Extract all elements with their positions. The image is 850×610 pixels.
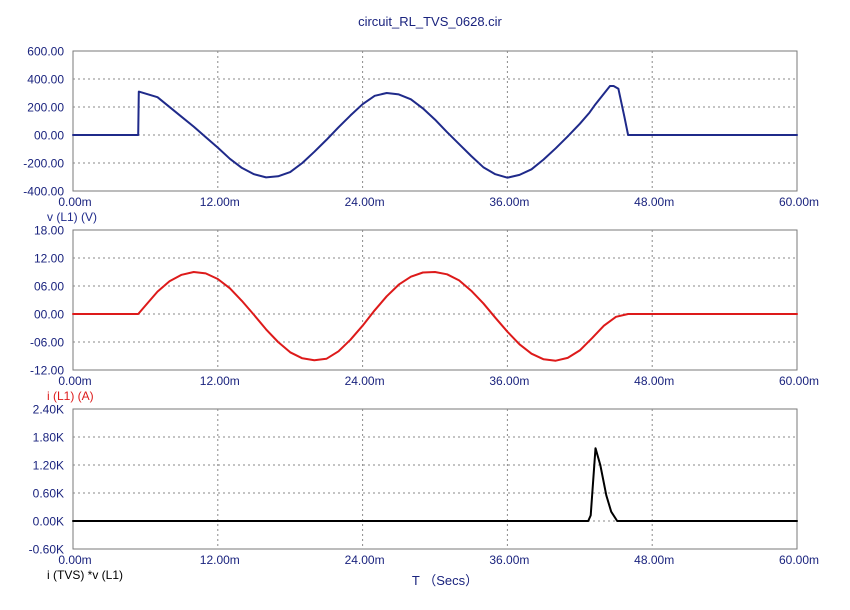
x-tick-label: 24.00m bbox=[345, 553, 385, 567]
y-tick-label: -0.60K bbox=[29, 543, 64, 557]
y-tick-label: 600.00 bbox=[27, 45, 64, 59]
series-line-v-l1 bbox=[72, 85, 798, 179]
y-tick-label: -200.00 bbox=[23, 157, 64, 171]
x-tick-label: 48.00m bbox=[634, 195, 674, 209]
x-tick-label: 24.00m bbox=[345, 195, 385, 209]
x-tick-label: 60.00m bbox=[779, 195, 819, 209]
series-label-i-l1: i (L1) (A) bbox=[47, 389, 94, 403]
y-tick-label: -12.00 bbox=[30, 364, 64, 378]
y-tick-label: 2.40K bbox=[33, 403, 64, 417]
plot-frame-p-tvs bbox=[72, 408, 798, 550]
y-tick-label: 18.00 bbox=[34, 224, 64, 238]
y-tick-label: 1.20K bbox=[33, 459, 64, 473]
x-tick-label: 12.00m bbox=[200, 195, 240, 209]
y-tick-label: -400.00 bbox=[23, 185, 64, 199]
y-tick-label: -06.00 bbox=[30, 336, 64, 350]
x-tick-label: 36.00m bbox=[489, 374, 529, 388]
y-tick-label: 12.00 bbox=[34, 252, 64, 266]
y-tick-label: 200.00 bbox=[27, 101, 64, 115]
series-label-p-tvs: i (TVS) *v (L1) bbox=[47, 568, 123, 582]
x-tick-label: 0.00m bbox=[58, 374, 91, 388]
x-tick-label: 12.00m bbox=[200, 553, 240, 567]
y-tick-label: 0.60K bbox=[33, 487, 64, 501]
x-tick-label: 0.00m bbox=[58, 553, 91, 567]
chart-title: circuit_RL_TVS_0628.cir bbox=[358, 14, 502, 29]
x-tick-label: 60.00m bbox=[779, 374, 819, 388]
y-tick-label: 0.00K bbox=[33, 515, 64, 529]
series-line-i-l1 bbox=[72, 271, 798, 362]
series-line-p-tvs bbox=[72, 447, 798, 522]
plot-frame-i-l1 bbox=[72, 229, 798, 371]
x-tick-label: 60.00m bbox=[779, 553, 819, 567]
series-label-v-l1: v (L1) (V) bbox=[47, 210, 97, 224]
panel-v-l1: 600.00 400.00 200.00 00.00 -200.00 -400.000.0… bbox=[23, 45, 819, 225]
x-tick-label: 12.00m bbox=[200, 374, 240, 388]
y-tick-label: 00.00 bbox=[34, 308, 64, 322]
y-tick-label: 06.00 bbox=[34, 280, 64, 294]
x-tick-label: 36.00m bbox=[489, 195, 529, 209]
panels: 600.00400.00200.0000.00-200.00-400.000.0… bbox=[23, 45, 819, 583]
x-axis-label: T （Secs） bbox=[412, 573, 478, 588]
x-tick-label: 48.00m bbox=[634, 553, 674, 567]
y-tick-label: 400.00 bbox=[27, 73, 64, 87]
y-tick-label: 1.80K bbox=[33, 431, 64, 445]
x-tick-label: 48.00m bbox=[634, 374, 674, 388]
x-tick-label: 24.00m bbox=[345, 374, 385, 388]
y-tick-label: 00.00 bbox=[34, 129, 64, 143]
x-tick-label: 0.00m bbox=[58, 195, 91, 209]
panel-i-l1: 18.00 12.00 06.00 00.00 -06.00 -12.000.00m 12.… bbox=[30, 224, 819, 404]
x-tick-label: 36.00m bbox=[489, 553, 529, 567]
